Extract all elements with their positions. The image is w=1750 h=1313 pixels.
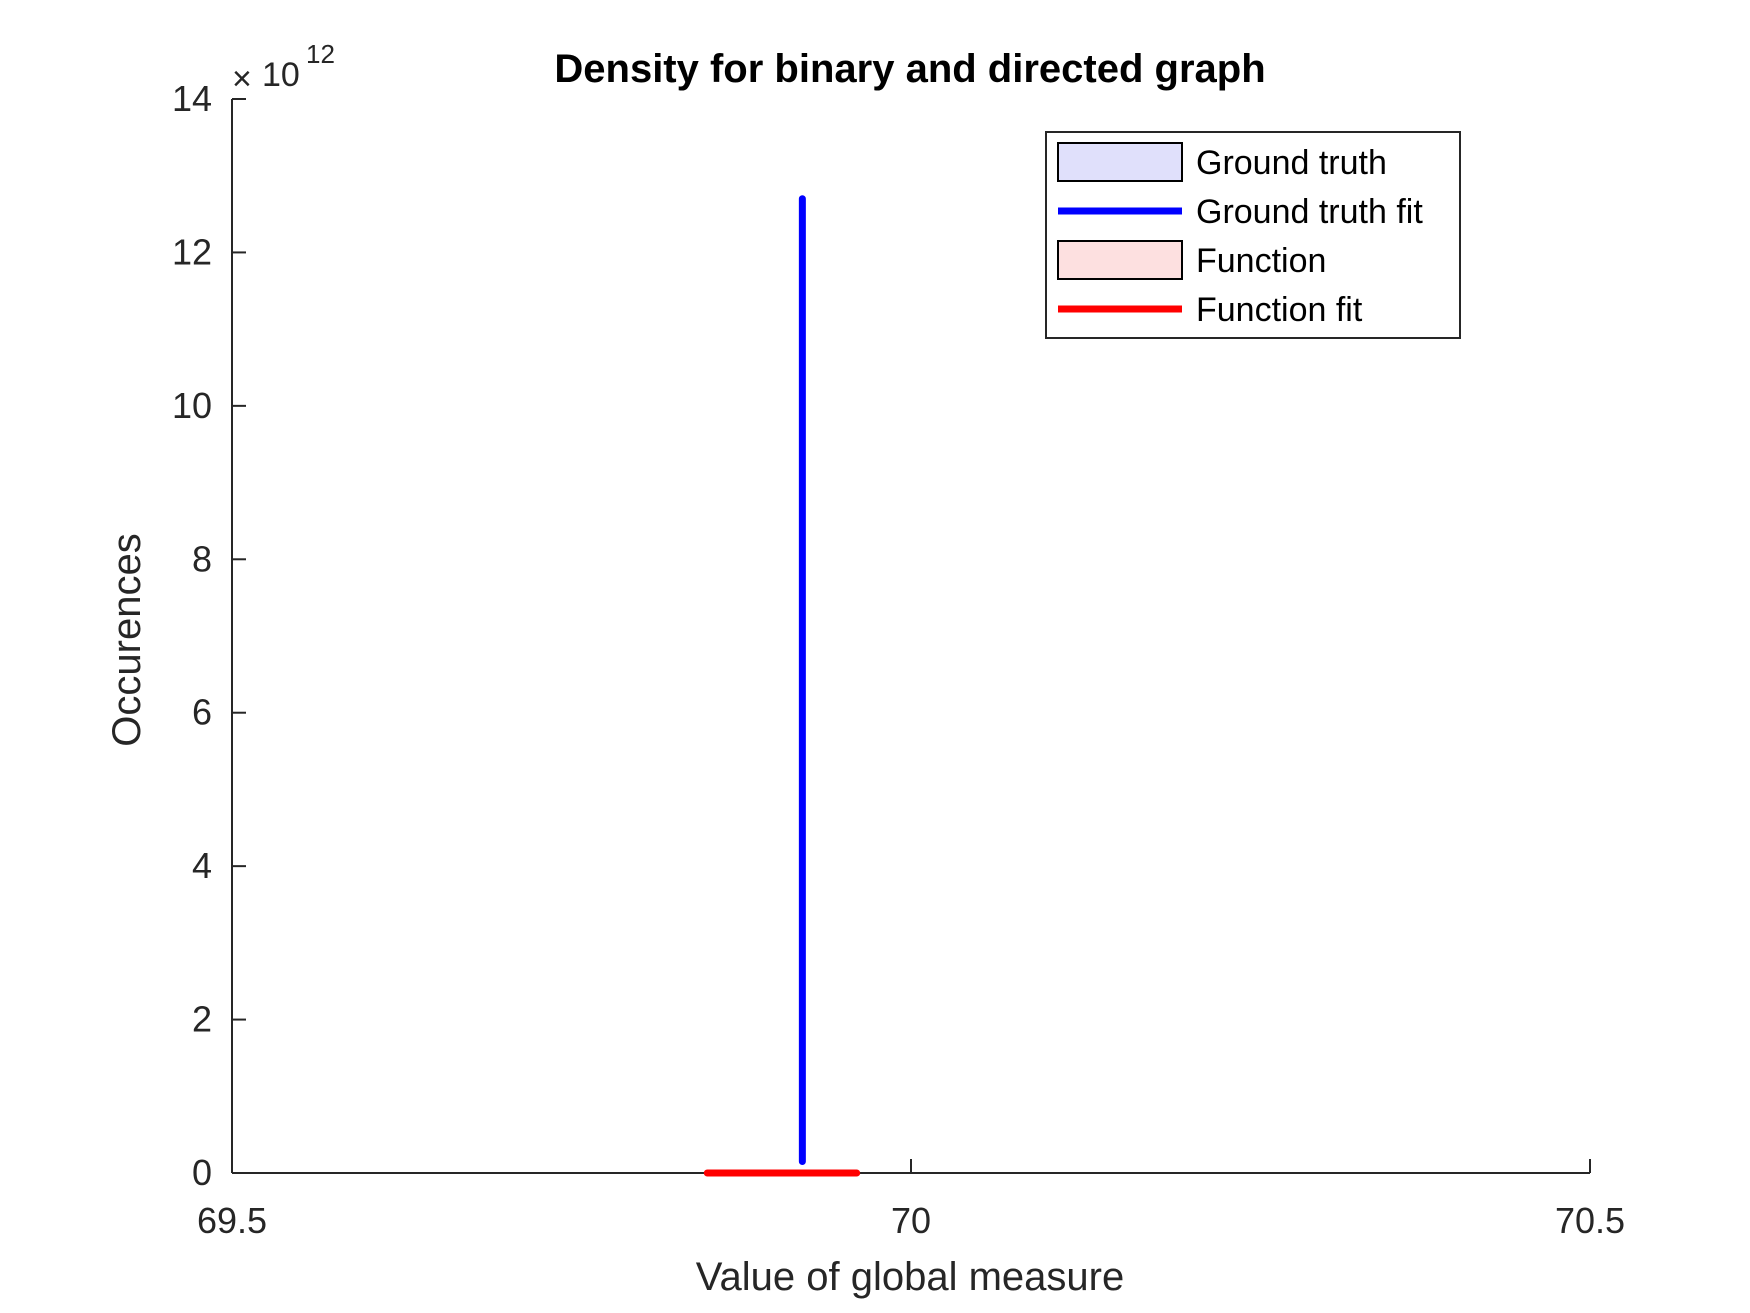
y-exponent-multiplier: × [232, 60, 252, 98]
x-tick-label: 70.5 [1555, 1200, 1625, 1241]
y-axis-label: Occurences [105, 533, 149, 746]
legend-swatch-ground-truth [1057, 142, 1183, 182]
y-exponent-power: 12 [306, 39, 335, 69]
legend-label-function-fit: Function fit [1196, 291, 1363, 329]
chart-title: Density for binary and directed graph [554, 47, 1265, 91]
series-layer [703, 195, 861, 1177]
legend-label-ground-truth-fit: Ground truth fit [1196, 193, 1423, 231]
legend-label-ground-truth: Ground truth [1196, 144, 1387, 182]
y-tick-label: 0 [192, 1152, 212, 1193]
y-tick-label: 4 [192, 845, 212, 886]
y-tick-label: 8 [192, 538, 212, 579]
legend: Ground truth Ground truth fit Function Func… [1045, 131, 1461, 339]
x-tick-label: 70 [891, 1200, 931, 1241]
x-tick-label: 69.5 [197, 1200, 267, 1241]
y-exponent: × 10 12 [232, 39, 335, 98]
y-tick-label: 2 [192, 999, 212, 1040]
y-tick-label: 6 [192, 692, 212, 733]
y-tick-label: 12 [172, 231, 212, 272]
y-tick-label: 10 [172, 385, 212, 426]
legend-swatch-function [1057, 240, 1183, 280]
y-exponent-base: 10 [262, 56, 300, 94]
legend-label-function: Function [1196, 242, 1326, 280]
ticks-layer: 0 2 4 6 8 10 12 14 69.5 70 70.5 [172, 78, 1625, 1241]
x-axis-label: Value of global measure [696, 1255, 1124, 1299]
y-tick-label: 14 [172, 78, 212, 119]
